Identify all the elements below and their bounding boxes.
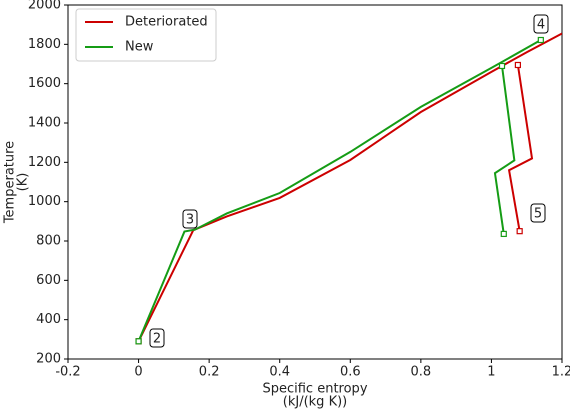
x-axis-label: Specific entropy (262, 382, 367, 397)
y-tick-label: 2000 (28, 0, 61, 13)
x-axis-label: (kJ/(kg K)) (283, 395, 347, 410)
y-tick-label: 1400 (28, 116, 61, 131)
y-tick-label: 1800 (28, 37, 61, 52)
annotation: 3 (186, 213, 194, 228)
y-tick-label: 1200 (28, 155, 61, 170)
y-axis-label: Temperature (3, 141, 18, 224)
y-tick-label: 400 (36, 312, 61, 327)
marker (514, 61, 521, 69)
y-axis-label: (K) (16, 173, 31, 192)
x-tick-label: 0.4 (269, 365, 290, 380)
y-tick-label: 800 (36, 234, 61, 249)
legend-label: New (125, 40, 154, 55)
annotation-box (533, 14, 549, 34)
x-tick-label: 1.2 (552, 365, 570, 380)
x-tick-label: 1 (487, 365, 495, 380)
y-tick-label: 600 (36, 273, 61, 288)
y-tick-label: 1000 (28, 194, 61, 209)
x-tick-label: 0.6 (340, 365, 361, 380)
annotation-box (182, 209, 198, 229)
series-line (137, 39, 542, 342)
marker (516, 228, 523, 235)
x-tick-label: 0 (134, 365, 142, 380)
annotation: 5 (534, 207, 542, 222)
annotation: 4 (537, 18, 545, 33)
annotation-box (149, 328, 165, 348)
x-tick-label: -0.2 (55, 365, 80, 380)
x-tick-label: 0.8 (411, 365, 432, 380)
y-tick-label: 200 (36, 352, 61, 367)
marker (135, 338, 142, 345)
y-tick-label: 1600 (28, 76, 61, 91)
annotation-box (530, 203, 546, 223)
marker (500, 230, 507, 238)
annotation: 2 (153, 332, 161, 347)
legend-label: Deteriorated (125, 15, 208, 30)
marker (498, 62, 506, 70)
marker (537, 36, 544, 44)
series-line (137, 32, 562, 342)
plot-frame (67, 4, 563, 360)
x-tick-label: 0.2 (199, 365, 220, 380)
